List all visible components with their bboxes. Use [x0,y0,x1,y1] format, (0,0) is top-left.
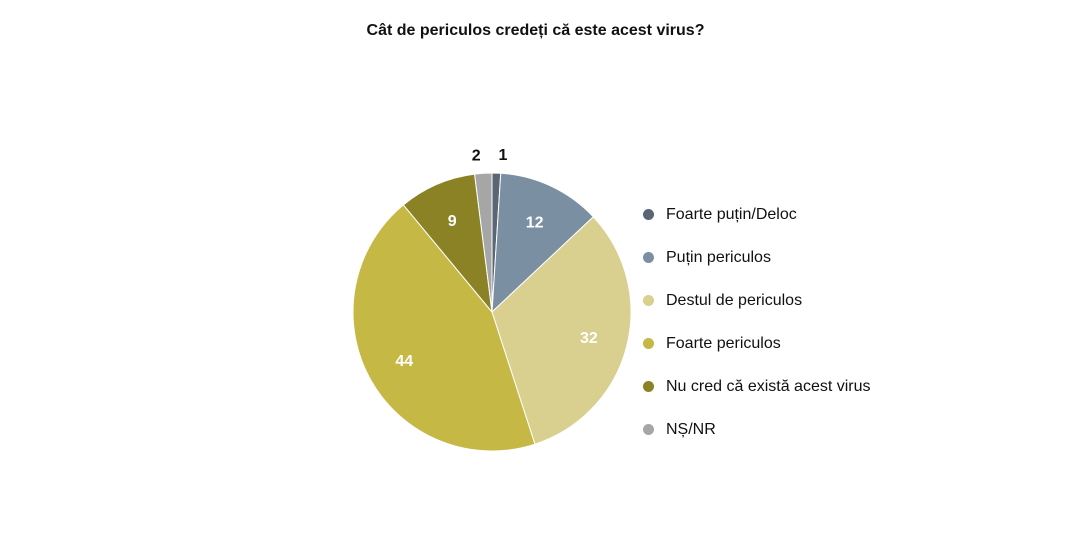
legend-item-foarte-putin-deloc: Foarte puțin/Deloc [643,193,871,236]
legend-label: Puțin periculos [666,248,771,266]
data-label-ns-nr: 2 [472,147,481,164]
data-label-putin-periculos: 12 [526,214,544,231]
legend-marker [643,252,654,263]
data-label-destul-de-periculos: 32 [580,330,598,347]
legend-marker [643,424,654,435]
legend-label: Nu cred că există acest virus [666,377,871,395]
legend-label: Foarte puțin/Deloc [666,205,797,223]
legend-marker [643,338,654,349]
legend-marker [643,209,654,220]
data-label-foarte-periculos: 44 [395,353,413,370]
legend-item-nu-cred-ca-exista: Nu cred că există acest virus [643,365,871,408]
pie-slice-destul-de-periculos [491,216,632,445]
chart-legend: Foarte puțin/Deloc Puțin periculos Destul … [643,193,871,451]
legend-label: NȘ/NR [666,420,716,438]
chart-title: Cât de periculos credeți că este acest v… [366,22,705,39]
pie-slice-putin-periculos [491,172,595,314]
legend-label: Foarte periculos [666,334,781,352]
data-label-nu-cred-ca-exista: 9 [448,213,457,230]
legend-label: Destul de periculos [666,291,803,309]
legend-item-ns-nr: NȘ/NR [643,408,871,451]
pie-slice-ns-nr [474,172,493,313]
legend-item-foarte-periculos: Foarte periculos [643,322,871,365]
legend-item-destul-de-periculos: Destul de periculos [643,279,871,322]
legend-marker [643,381,654,392]
pie-slice-foarte-periculos [352,204,536,452]
legend-marker [643,295,654,306]
data-label-foarte-putin-deloc: 1 [498,147,507,164]
legend-item-putin-periculos: Puțin periculos [643,236,871,279]
pie-slice-nu-cred-ca-exista [402,173,493,314]
